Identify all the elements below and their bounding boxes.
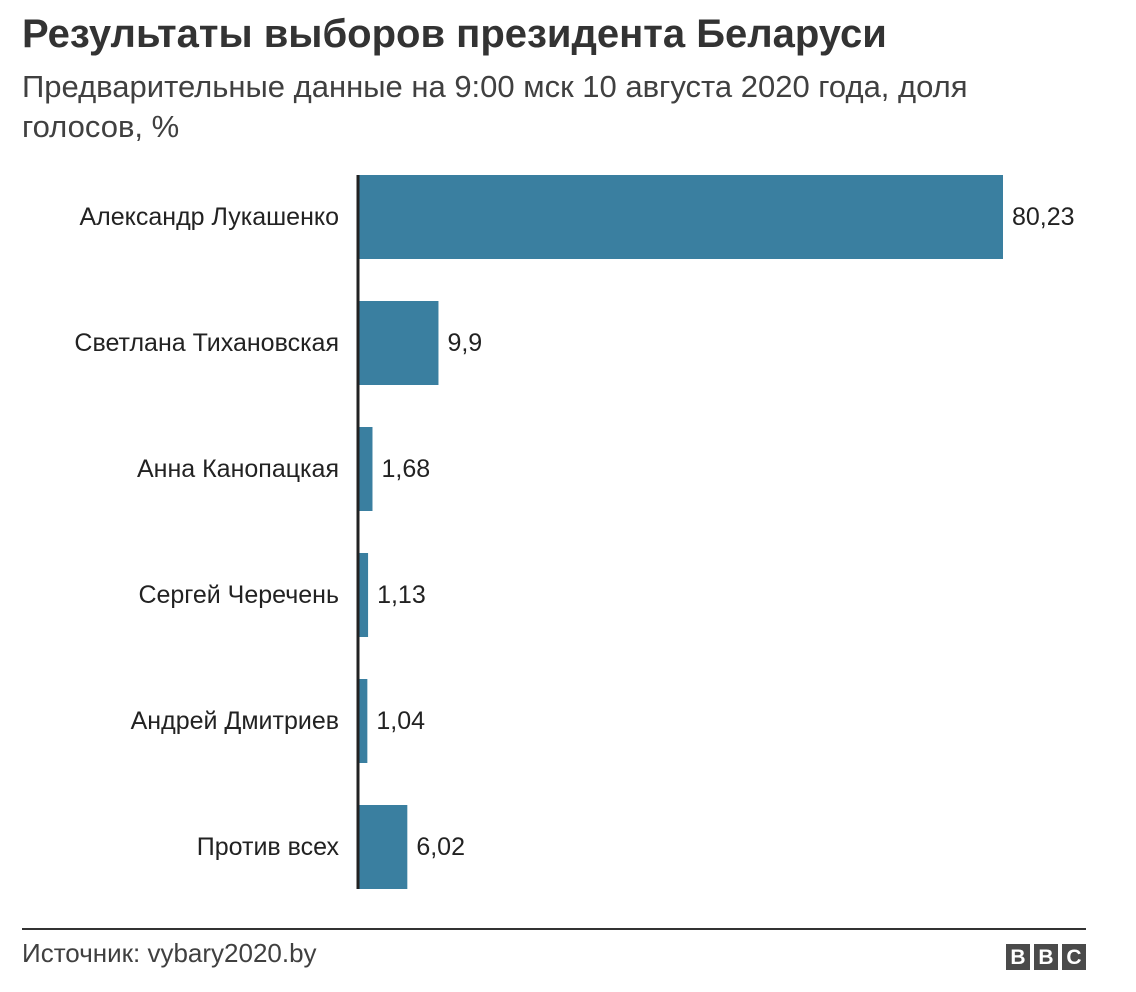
category-label-2: Светлана Тихановская <box>74 329 339 357</box>
chart-subtitle: Предварительные данные на 9:00 мск 10 ав… <box>22 69 968 144</box>
bbc-logo-letter-1: B <box>1006 944 1030 970</box>
bbc-logo: B B C <box>1006 944 1086 970</box>
category-label-3: Анна Канопацкая <box>137 455 339 483</box>
value-label-6: 6,02 <box>416 833 465 861</box>
value-label-3: 1,68 <box>381 455 430 483</box>
bar-5 <box>359 679 368 763</box>
category-label-6: Против всех <box>197 833 340 861</box>
bar-4 <box>359 553 369 637</box>
bar-1 <box>359 175 1003 259</box>
value-label-5: 1,04 <box>376 707 425 735</box>
bar-2 <box>359 301 439 385</box>
chart-title: Результаты выборов президента Беларуси <box>22 12 887 56</box>
category-label-4: Сергей Черечень <box>138 581 339 609</box>
bar-chart: Александр Лукашенко 80,23 Светлана Тиханов… <box>74 175 1075 889</box>
footer-divider <box>22 928 1086 930</box>
value-label-2: 9,9 <box>447 329 482 357</box>
bbc-logo-letter-2: B <box>1034 944 1058 970</box>
value-label-1: 80,23 <box>1012 203 1075 231</box>
category-label-5: Андрей Дмитриев <box>131 707 339 735</box>
value-label-4: 1,13 <box>377 581 426 609</box>
bar-3 <box>359 427 373 511</box>
category-label-1: Александр Лукашенко <box>80 203 340 231</box>
bar-6 <box>359 805 408 889</box>
bbc-logo-letter-3: C <box>1062 944 1086 970</box>
source-note: Источник: vybary2020.by <box>22 938 317 968</box>
